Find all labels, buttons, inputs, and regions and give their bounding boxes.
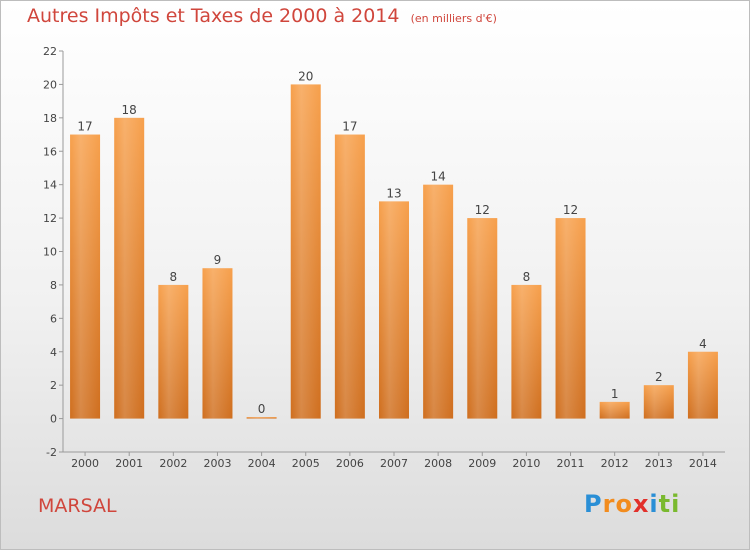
bar-shine bbox=[246, 417, 277, 419]
bar-shine bbox=[158, 284, 189, 419]
bar-value-label: 1 bbox=[611, 387, 619, 401]
x-tick-label: 2013 bbox=[645, 457, 673, 470]
logo-letter: i bbox=[671, 490, 681, 518]
bar-value-label: 17 bbox=[77, 120, 92, 134]
bar-value-label: 18 bbox=[122, 103, 137, 117]
y-tick-label: 6 bbox=[50, 312, 57, 325]
bar-shine bbox=[423, 184, 454, 419]
bar-shine bbox=[467, 218, 498, 419]
x-tick-label: 2002 bbox=[159, 457, 187, 470]
x-tick-label: 2009 bbox=[468, 457, 496, 470]
title-wrap: Autres Impôts et Taxes de 2000 à 2014 (e… bbox=[27, 5, 497, 27]
y-tick-label: 20 bbox=[43, 78, 57, 91]
x-tick-label: 2010 bbox=[512, 457, 540, 470]
bar-value-label: 8 bbox=[523, 270, 531, 284]
y-tick-label: 16 bbox=[43, 145, 57, 158]
x-tick-label: 2000 bbox=[71, 457, 99, 470]
bar-value-label: 0 bbox=[258, 402, 266, 416]
bar-value-label: 12 bbox=[563, 203, 578, 217]
bar-value-label: 9 bbox=[214, 253, 222, 267]
y-tick-label: 8 bbox=[50, 279, 57, 292]
y-tick-label: 10 bbox=[43, 246, 57, 259]
y-tick-label: 14 bbox=[43, 179, 57, 192]
x-tick-label: 2003 bbox=[203, 457, 231, 470]
bar-value-label: 2 bbox=[655, 370, 663, 384]
y-tick-label: 12 bbox=[43, 212, 57, 225]
bar-shine bbox=[379, 201, 409, 419]
commune-name: MARSAL bbox=[38, 495, 117, 517]
bar-shine bbox=[555, 218, 586, 419]
logo-letter: x bbox=[632, 490, 650, 518]
bar-value-label: 13 bbox=[386, 186, 401, 200]
bar-shine bbox=[202, 268, 233, 419]
chart-title: Autres Impôts et Taxes de 2000 à 2014 bbox=[27, 5, 400, 27]
logo-letter: P bbox=[584, 490, 603, 518]
y-tick-label: 4 bbox=[50, 346, 57, 359]
y-tick-label: 0 bbox=[50, 413, 57, 426]
x-tick-label: 2008 bbox=[424, 457, 452, 470]
chart-unit: (en milliers d'€) bbox=[410, 12, 497, 25]
logo-letter: o bbox=[615, 490, 633, 518]
bar-value-label: 4 bbox=[699, 337, 707, 351]
x-tick-label: 2014 bbox=[689, 457, 717, 470]
bar-value-label: 20 bbox=[298, 69, 313, 83]
bar-shine bbox=[290, 84, 321, 419]
x-tick-label: 2007 bbox=[380, 457, 408, 470]
x-tick-label: 2005 bbox=[292, 457, 320, 470]
bar-shine bbox=[334, 134, 365, 419]
bar-shine bbox=[114, 117, 145, 419]
x-tick-label: 2004 bbox=[248, 457, 276, 470]
y-tick-label: 18 bbox=[43, 112, 57, 125]
bar-shine bbox=[643, 385, 674, 419]
x-tick-label: 2011 bbox=[557, 457, 585, 470]
x-tick-label: 2001 bbox=[115, 457, 143, 470]
y-tick-label: 22 bbox=[43, 45, 57, 58]
bar-shine bbox=[70, 134, 101, 419]
y-tick-label: -2 bbox=[46, 446, 57, 459]
bar-value-label: 17 bbox=[342, 120, 357, 134]
x-tick-label: 2012 bbox=[601, 457, 629, 470]
logo-letter: i bbox=[649, 490, 659, 518]
bar-value-label: 8 bbox=[170, 270, 178, 284]
bar-shine bbox=[511, 284, 542, 419]
proxiti-logo: Proxiti bbox=[584, 490, 680, 518]
bar-shine bbox=[687, 351, 718, 419]
logo-letter: t bbox=[658, 490, 672, 518]
y-tick-label: 2 bbox=[50, 379, 57, 392]
x-tick-label: 2006 bbox=[336, 457, 364, 470]
logo-letter: r bbox=[602, 490, 616, 518]
bar-value-label: 14 bbox=[430, 170, 445, 184]
bar-shine bbox=[599, 401, 630, 419]
bar-value-label: 12 bbox=[475, 203, 490, 217]
